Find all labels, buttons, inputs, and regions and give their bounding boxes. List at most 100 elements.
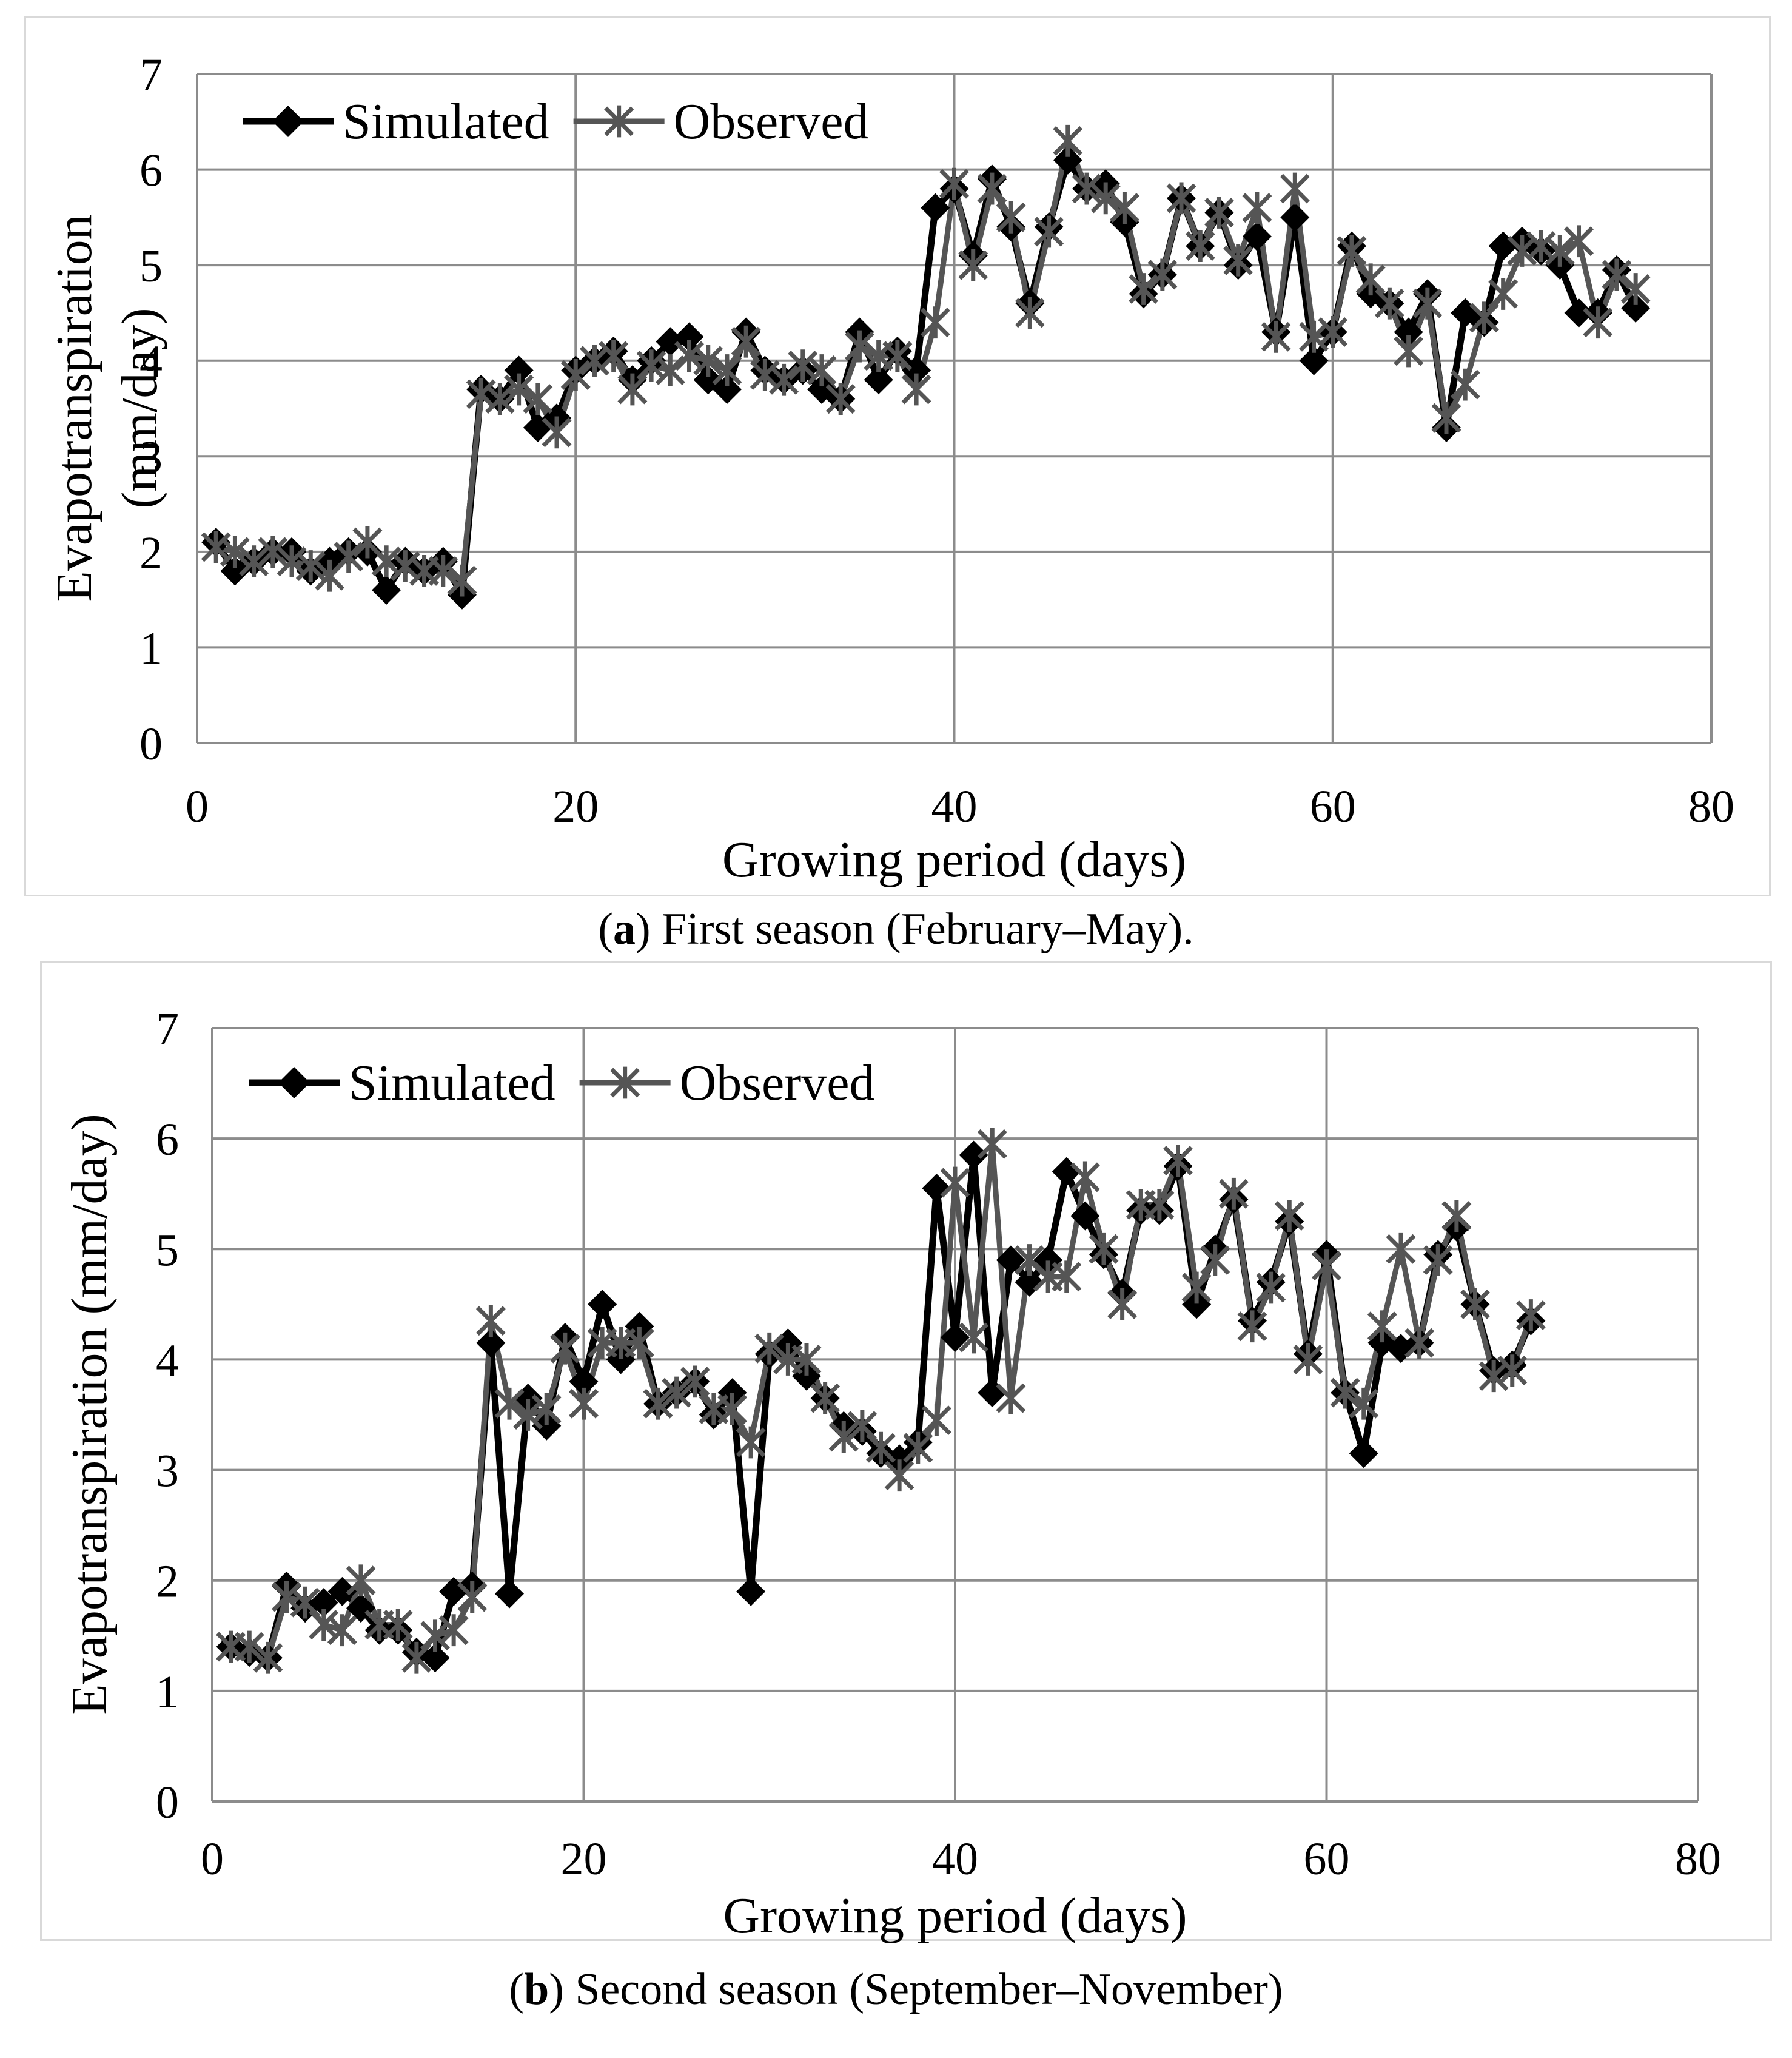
- c1-simulated-point: [1052, 1157, 1081, 1186]
- c1-observed-point: [1386, 1232, 1416, 1265]
- c0-observed-point: [1469, 301, 1499, 334]
- c1-x-tick-label: 60: [1304, 1834, 1350, 1885]
- c1-observed-point: [475, 1305, 506, 1337]
- c1-x-tick-label: 0: [201, 1834, 224, 1885]
- c1-observed-point: [717, 1393, 747, 1425]
- c0-observed-point: [1242, 192, 1272, 224]
- c1-observed-point: [810, 1382, 841, 1414]
- c1-y-tick-label: 4: [156, 1335, 179, 1386]
- c1-observed-point: [420, 1619, 450, 1652]
- c1-observed-point: [401, 1641, 432, 1674]
- c1-observed-point: [1107, 1288, 1138, 1320]
- c0-observed-point: [1564, 225, 1594, 258]
- c0-observed-point: [542, 416, 572, 449]
- caption-a: (a) First season (February–May).: [598, 904, 1194, 954]
- c1-observed-point: [383, 1609, 413, 1641]
- c1-y-tick-label: 3: [156, 1446, 179, 1497]
- c0-observed-point: [579, 345, 609, 377]
- c0-y-tick-label: 6: [139, 146, 163, 197]
- c1-observed-point: [438, 1614, 469, 1647]
- c0-observed-point: [996, 201, 1026, 234]
- c1-x-tick-label: 20: [561, 1834, 607, 1885]
- c1-x-tick-label: 40: [932, 1834, 978, 1885]
- c0-observed-point: [674, 340, 705, 372]
- c0-observed-point: [1109, 192, 1139, 224]
- chart-a: 0 1 2 3 4 5 6 7 0 20 40 60 80 Growing period (days) Ev…: [46, 50, 1734, 888]
- c1-observed-point: [1052, 1260, 1082, 1293]
- c1-observed-point: [290, 1586, 320, 1619]
- c0-observed-point: [390, 550, 420, 582]
- c1-simulated-point: [978, 1378, 1007, 1408]
- c1-observed-point: [996, 1382, 1026, 1414]
- c1-observed-point: [903, 1431, 933, 1464]
- c1-observed-point: [494, 1387, 525, 1420]
- c0-observed-point: [1185, 230, 1215, 263]
- c0-observed-point: [1166, 182, 1196, 215]
- c0-observed-point: [1583, 306, 1613, 339]
- c1-observed-point: [884, 1459, 914, 1492]
- c1-y-tick-label: 6: [156, 1114, 179, 1165]
- c0-simulated-point: [921, 193, 950, 223]
- c0-observed-point: [939, 167, 969, 200]
- c1-observed-point: [791, 1343, 822, 1376]
- c0-observed-point: [560, 358, 591, 391]
- c1-simulated-point: [588, 1290, 617, 1319]
- c1-simulated-point: [1349, 1439, 1378, 1468]
- c1-observed-point: [736, 1426, 766, 1459]
- c0-y-tick-label: 4: [139, 337, 163, 388]
- c1-observed-point: [1404, 1327, 1435, 1359]
- c0-observed-point: [1488, 278, 1519, 310]
- c0-x-tick-label: 20: [552, 781, 599, 832]
- c0-legend-marker-observed: [604, 105, 634, 138]
- c0-y-tick-label: 7: [139, 50, 163, 101]
- caption-a-text: First season (February–May).: [662, 904, 1194, 954]
- c0-y-tick-label: 0: [139, 719, 163, 770]
- c0-observed-point: [920, 306, 950, 339]
- c1-observed-point: [1218, 1177, 1249, 1210]
- c0-simulated-point: [902, 355, 931, 385]
- c0-y-axis-title: Evapotranspiration: [46, 214, 102, 602]
- c1-observed-point: [959, 1321, 989, 1354]
- c0-observed-point: [1318, 316, 1348, 348]
- c1-observed-point: [1497, 1354, 1528, 1387]
- c0-observed-point: [1507, 235, 1537, 267]
- c1-observed-point: [1200, 1244, 1230, 1276]
- c1-observed-point: [1441, 1200, 1472, 1232]
- c0-observed-point: [1545, 235, 1575, 267]
- c1-simulated-point: [1015, 1267, 1044, 1297]
- c0-observed-point: [1223, 244, 1253, 277]
- c1-y-tick-label: 1: [156, 1667, 179, 1718]
- c1-observed-point: [662, 1376, 692, 1409]
- c1-observed-point: [680, 1365, 710, 1398]
- c0-observed-point: [731, 325, 761, 358]
- c1-observed-point: [1515, 1299, 1546, 1331]
- c1-legend-marker-simulated: [278, 1067, 310, 1098]
- c1-observed-point: [1423, 1244, 1453, 1276]
- c1-simulated-point: [941, 1323, 970, 1352]
- c0-observed-point: [1450, 368, 1480, 401]
- c0-legend-label-observed: Observed: [674, 93, 869, 150]
- c0-y-tick-label: 2: [139, 528, 163, 579]
- c1-observed-point: [1256, 1271, 1286, 1304]
- c1-observed-point: [1367, 1310, 1397, 1343]
- c0-observed-point: [447, 564, 477, 597]
- c0-simulated-point: [1564, 298, 1594, 328]
- c1-observed-point: [569, 1387, 599, 1420]
- c0-observed-point: [1299, 320, 1329, 353]
- c0-observed-point: [523, 383, 553, 415]
- c1-observed-point: [1070, 1161, 1100, 1194]
- c0-observed-point: [1204, 197, 1234, 229]
- c1-y-tick-label: 7: [156, 1004, 179, 1055]
- c1-observed-point: [1349, 1387, 1379, 1420]
- c0-observed-point: [1261, 320, 1291, 353]
- c0-observed-point: [712, 354, 742, 386]
- c0-observed-point: [485, 383, 515, 415]
- c0-simulated-point: [1280, 203, 1310, 232]
- c0-observed-point: [788, 349, 818, 382]
- c1-simulated-point: [996, 1245, 1025, 1275]
- c0-observed-point: [977, 172, 1007, 205]
- c0-x-tick-label: 60: [1310, 781, 1356, 832]
- panel-b: 0 1 2 3 4 5 6 7 0 20 40 60 80 Growing period (days) Ev…: [0, 958, 1792, 2058]
- c1-observed-point: [828, 1421, 859, 1453]
- c1-y-tick-label: 0: [156, 1777, 179, 1828]
